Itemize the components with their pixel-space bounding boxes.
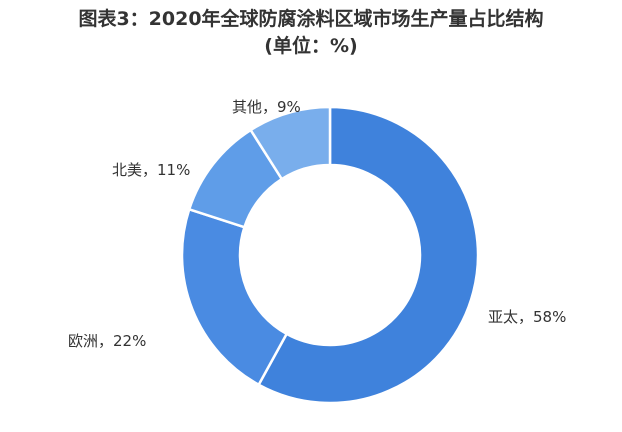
slice-3 xyxy=(248,105,332,181)
slice-label-0: 亚太，58% xyxy=(488,308,566,326)
slice-0 xyxy=(257,105,480,405)
chart-title-line1: 图表3：2020年全球防腐涂料区域市场生产量占比结构 xyxy=(78,8,544,30)
slice-label-2: 北美，11% xyxy=(112,161,190,179)
chart-title-line2: (单位：%) xyxy=(264,35,358,57)
slice-label-3: 其他，9% xyxy=(232,98,301,116)
slice-1 xyxy=(180,207,289,387)
slice-label-1: 欧洲，22% xyxy=(68,332,146,350)
chart-title: 图表3：2020年全球防腐涂料区域市场生产量占比结构 (单位：%) xyxy=(0,6,622,60)
